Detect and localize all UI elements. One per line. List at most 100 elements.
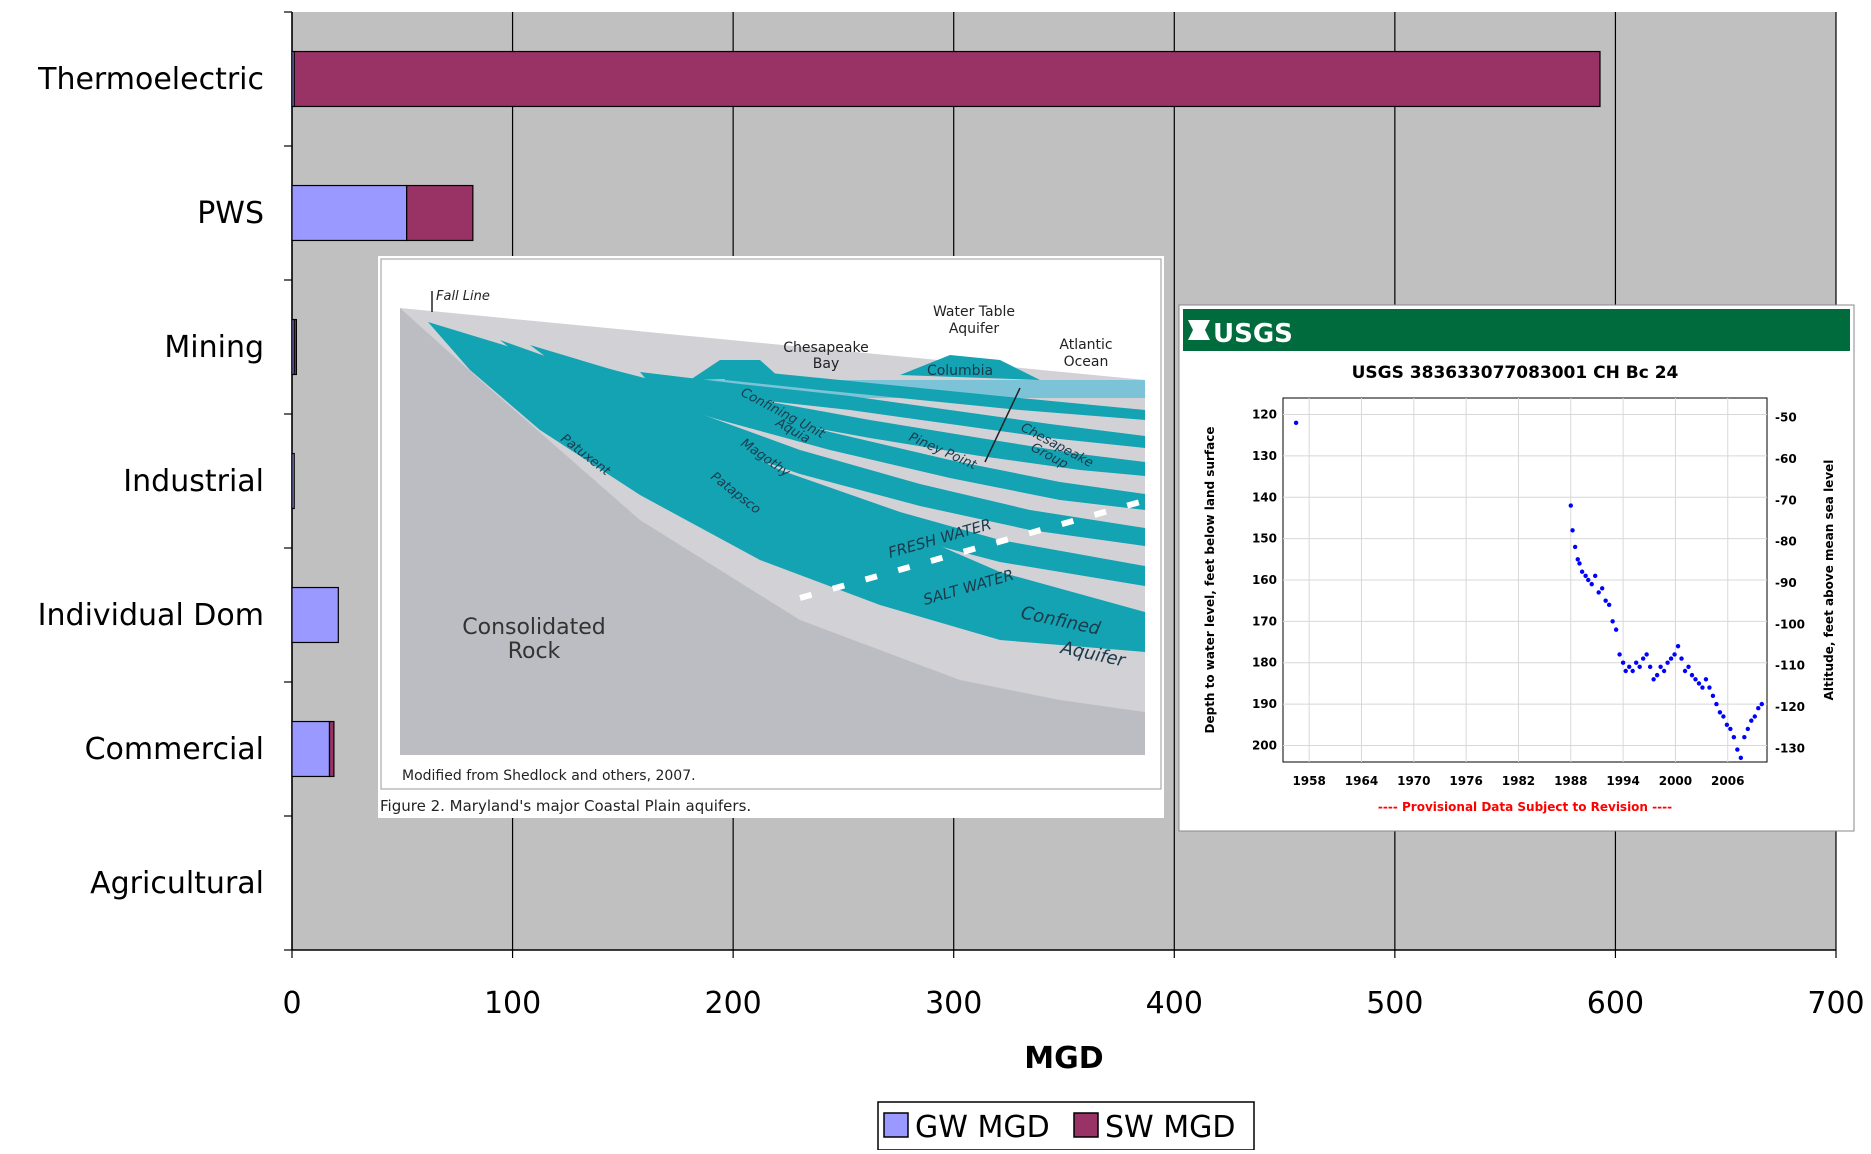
- category-label: PWS: [197, 196, 264, 231]
- hg-data-point: [1620, 660, 1626, 665]
- hg-data-point: [1665, 660, 1670, 665]
- x-axis-title: MGD: [1024, 1041, 1103, 1076]
- category-label: Commercial: [85, 732, 264, 767]
- hg-data-point: [1675, 643, 1681, 649]
- legend-box: [877, 1101, 1255, 1151]
- hg-data-point: [1570, 528, 1575, 533]
- hg-data-point: [1596, 590, 1601, 595]
- hg-data-point: [1672, 652, 1677, 657]
- x-tick-label: 200: [705, 986, 762, 1021]
- hg-data-point: [1647, 664, 1653, 670]
- hydrograph-y2-tick-labels: -50 -60 -70 -80 -90 -100 -110 -120 -130: [1775, 411, 1805, 756]
- hg-data-point: [1721, 714, 1726, 719]
- hg-y2-tick-label: -60: [1775, 452, 1797, 466]
- hg-data-point: [1738, 755, 1744, 761]
- category-label: Agricultural: [90, 866, 264, 901]
- bars: [291, 50, 1601, 778]
- x-tick-label: 300: [925, 986, 982, 1021]
- hg-x-tick-label: 1982: [1502, 774, 1535, 788]
- inset-caption: Figure 2. Maryland's major Coastal Plain…: [380, 797, 751, 815]
- hg-data-point: [1745, 726, 1751, 732]
- hg-data-point: [1293, 420, 1299, 426]
- bar-sw: [406, 184, 474, 242]
- hg-y2-tick-label: -50: [1775, 411, 1797, 425]
- hg-data-point: [1703, 677, 1709, 682]
- hg-data-point: [1593, 573, 1598, 579]
- hg-y2-tick-label: -110: [1775, 659, 1805, 673]
- label-atlantic-1: Atlantic: [1059, 337, 1112, 353]
- inset-credit: Modified from Shedlock and others, 2007.: [402, 768, 696, 784]
- category-label: Thermoelectric: [37, 62, 264, 97]
- bar-sw: [328, 720, 335, 778]
- x-tick-label: 400: [1146, 986, 1203, 1021]
- hydrograph-gridlines: [1283, 398, 1767, 762]
- hg-y-tick-label: 130: [1252, 449, 1277, 463]
- hg-y2-tick-label: -120: [1775, 700, 1805, 714]
- hg-data-point: [1589, 581, 1594, 587]
- hg-y-tick-label: 170: [1252, 614, 1277, 628]
- axis-ticks: [284, 11, 1837, 958]
- hg-y2-tick-label: -100: [1775, 617, 1805, 631]
- aquifer-cross-section-figure: Fall Line Chesapeake Bay Water Table Aqu…: [378, 256, 1164, 818]
- x-tick-label: 700: [1807, 986, 1864, 1021]
- x-tick-label: 600: [1587, 986, 1644, 1021]
- hydrograph-y-axis-title: Depth to water level, feet below land su…: [1203, 427, 1217, 734]
- hg-data-point: [1759, 701, 1764, 707]
- hg-data-point: [1717, 710, 1723, 715]
- cross-section-illustration: [400, 291, 1145, 755]
- usgs-logo-text: USGS: [1213, 319, 1293, 349]
- label-fall-line: Fall Line: [436, 289, 490, 304]
- label-consolidated: Consolidated: [462, 615, 605, 640]
- hg-y2-tick-label: -90: [1775, 576, 1797, 590]
- hg-data-point: [1623, 668, 1628, 674]
- usgs-logo: USGS: [1188, 319, 1293, 349]
- bar-sw: [293, 318, 298, 376]
- hg-x-tick-label: 1994: [1606, 774, 1639, 788]
- hg-data-point: [1731, 734, 1737, 740]
- hg-data-point: [1599, 586, 1605, 591]
- bar-gw: [291, 184, 408, 242]
- hg-x-tick-label: 1958: [1292, 774, 1325, 788]
- hydrograph-x-tick-labels: 1958 1964 1970 1976 1982 1988 1994 2000 2006: [1292, 774, 1744, 788]
- label-atlantic-2: Ocean: [1064, 354, 1109, 370]
- category-label: Mining: [164, 330, 264, 365]
- hg-x-tick-label: 1988: [1554, 774, 1587, 788]
- hg-y-tick-label: 120: [1252, 408, 1277, 422]
- hg-y-tick-label: 140: [1252, 490, 1277, 504]
- hg-data-point: [1742, 734, 1747, 740]
- legend-swatch-sw: [1073, 1112, 1099, 1138]
- hg-data-point: [1586, 577, 1591, 583]
- legend: GW MGD SW MGD: [877, 1101, 1255, 1151]
- hydrograph-title: USGS 383633077083001 CH Bc 24: [1352, 363, 1679, 383]
- hg-data-point: [1752, 714, 1757, 719]
- hg-data-point: [1583, 573, 1588, 579]
- usgs-logo-mark: [1188, 320, 1210, 340]
- usgs-banner: [1183, 309, 1850, 351]
- hg-data-point: [1707, 685, 1712, 690]
- hg-data-point: [1682, 668, 1688, 674]
- label-water-table-1: Water Table: [933, 304, 1015, 320]
- label-columbia: Columbia: [927, 363, 993, 379]
- bar-gw: [291, 720, 331, 778]
- x-tick-labels: 0 100 200 300 400 500 600 700: [282, 986, 1864, 1021]
- hg-data-point: [1617, 652, 1622, 657]
- label-water-table-2: Aquifer: [949, 321, 1000, 337]
- hg-y-tick-label: 180: [1252, 656, 1277, 670]
- hg-data-point: [1700, 685, 1705, 690]
- hg-y-tick-label: 190: [1252, 697, 1277, 711]
- hydrograph-footer: ---- Provisional Data Subject to Revisio…: [1378, 800, 1672, 814]
- hg-data-point: [1724, 722, 1730, 727]
- legend-label-sw: SW MGD: [1105, 1110, 1235, 1145]
- hg-x-tick-label: 2006: [1711, 774, 1744, 788]
- usgs-hydrograph-figure: USGS USGS 383633077083001 CH Bc 24 120 13…: [1178, 304, 1855, 832]
- category-labels: Thermoelectric PWS Mining Industrial Individ…: [37, 62, 264, 901]
- hg-data-point: [1714, 701, 1719, 707]
- hg-data-point: [1696, 681, 1702, 686]
- legend-label-gw: GW MGD: [915, 1110, 1050, 1145]
- hg-x-tick-label: 1964: [1345, 774, 1378, 788]
- hg-data-point: [1610, 619, 1615, 624]
- hg-y2-tick-label: -80: [1775, 535, 1797, 549]
- hg-data-point: [1710, 693, 1716, 699]
